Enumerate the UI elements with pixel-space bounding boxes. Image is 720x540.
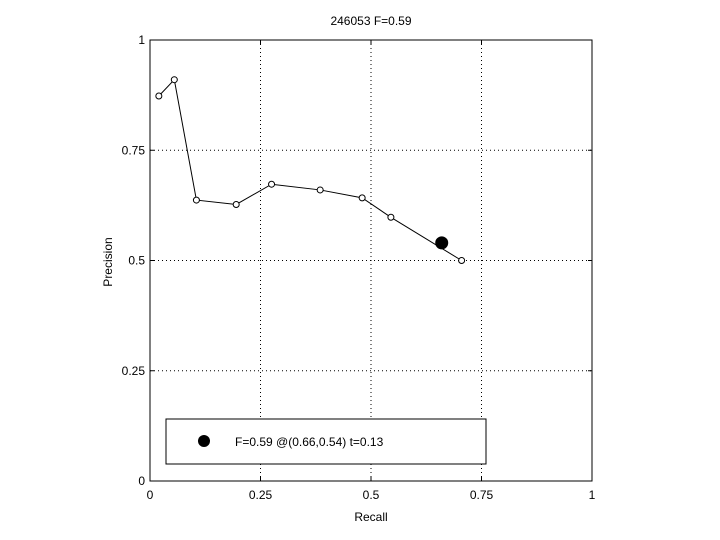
series-line: [158, 78, 462, 261]
data-point: [170, 76, 178, 84]
data-point: [316, 186, 324, 194]
legend-marker: [198, 435, 210, 447]
data-point: [358, 194, 366, 202]
y-axis-label: Precision: [101, 237, 115, 286]
legend-label: F=0.59 @(0.66,0.54) t=0.13: [235, 435, 384, 449]
chart-title: 246053 F=0.59: [330, 14, 411, 28]
y-tick-label: 1: [138, 33, 145, 47]
legend-box: [165, 418, 487, 465]
data-point: [232, 200, 240, 208]
data-point: [268, 180, 276, 188]
legend: F=0.59 @(0.66,0.54) t=0.13: [165, 418, 487, 465]
data-point: [458, 257, 466, 264]
data-point: [192, 196, 200, 204]
x-tick-label: 0.25: [249, 488, 273, 502]
data-point: [387, 213, 395, 221]
y-tick-label: 0.75: [122, 143, 146, 157]
x-tick-label: 1: [589, 488, 596, 502]
y-tick-label: 0.25: [122, 364, 146, 378]
axis-ticks: 0 0.25 0.5 0.75 1 0 0.25 0.5 0.75 1: [122, 33, 596, 502]
best-f-point: [435, 236, 449, 250]
y-tick-label: 0: [138, 474, 145, 488]
data-point: [155, 92, 163, 100]
y-tick-label: 0.5: [128, 254, 145, 268]
x-axis-label: Recall: [354, 510, 387, 524]
x-tick-label: 0.75: [470, 488, 494, 502]
x-tick-label: 0: [147, 488, 154, 502]
series-group: [155, 76, 466, 264]
x-tick-label: 0.5: [363, 488, 380, 502]
grid-lines: [150, 40, 592, 481]
